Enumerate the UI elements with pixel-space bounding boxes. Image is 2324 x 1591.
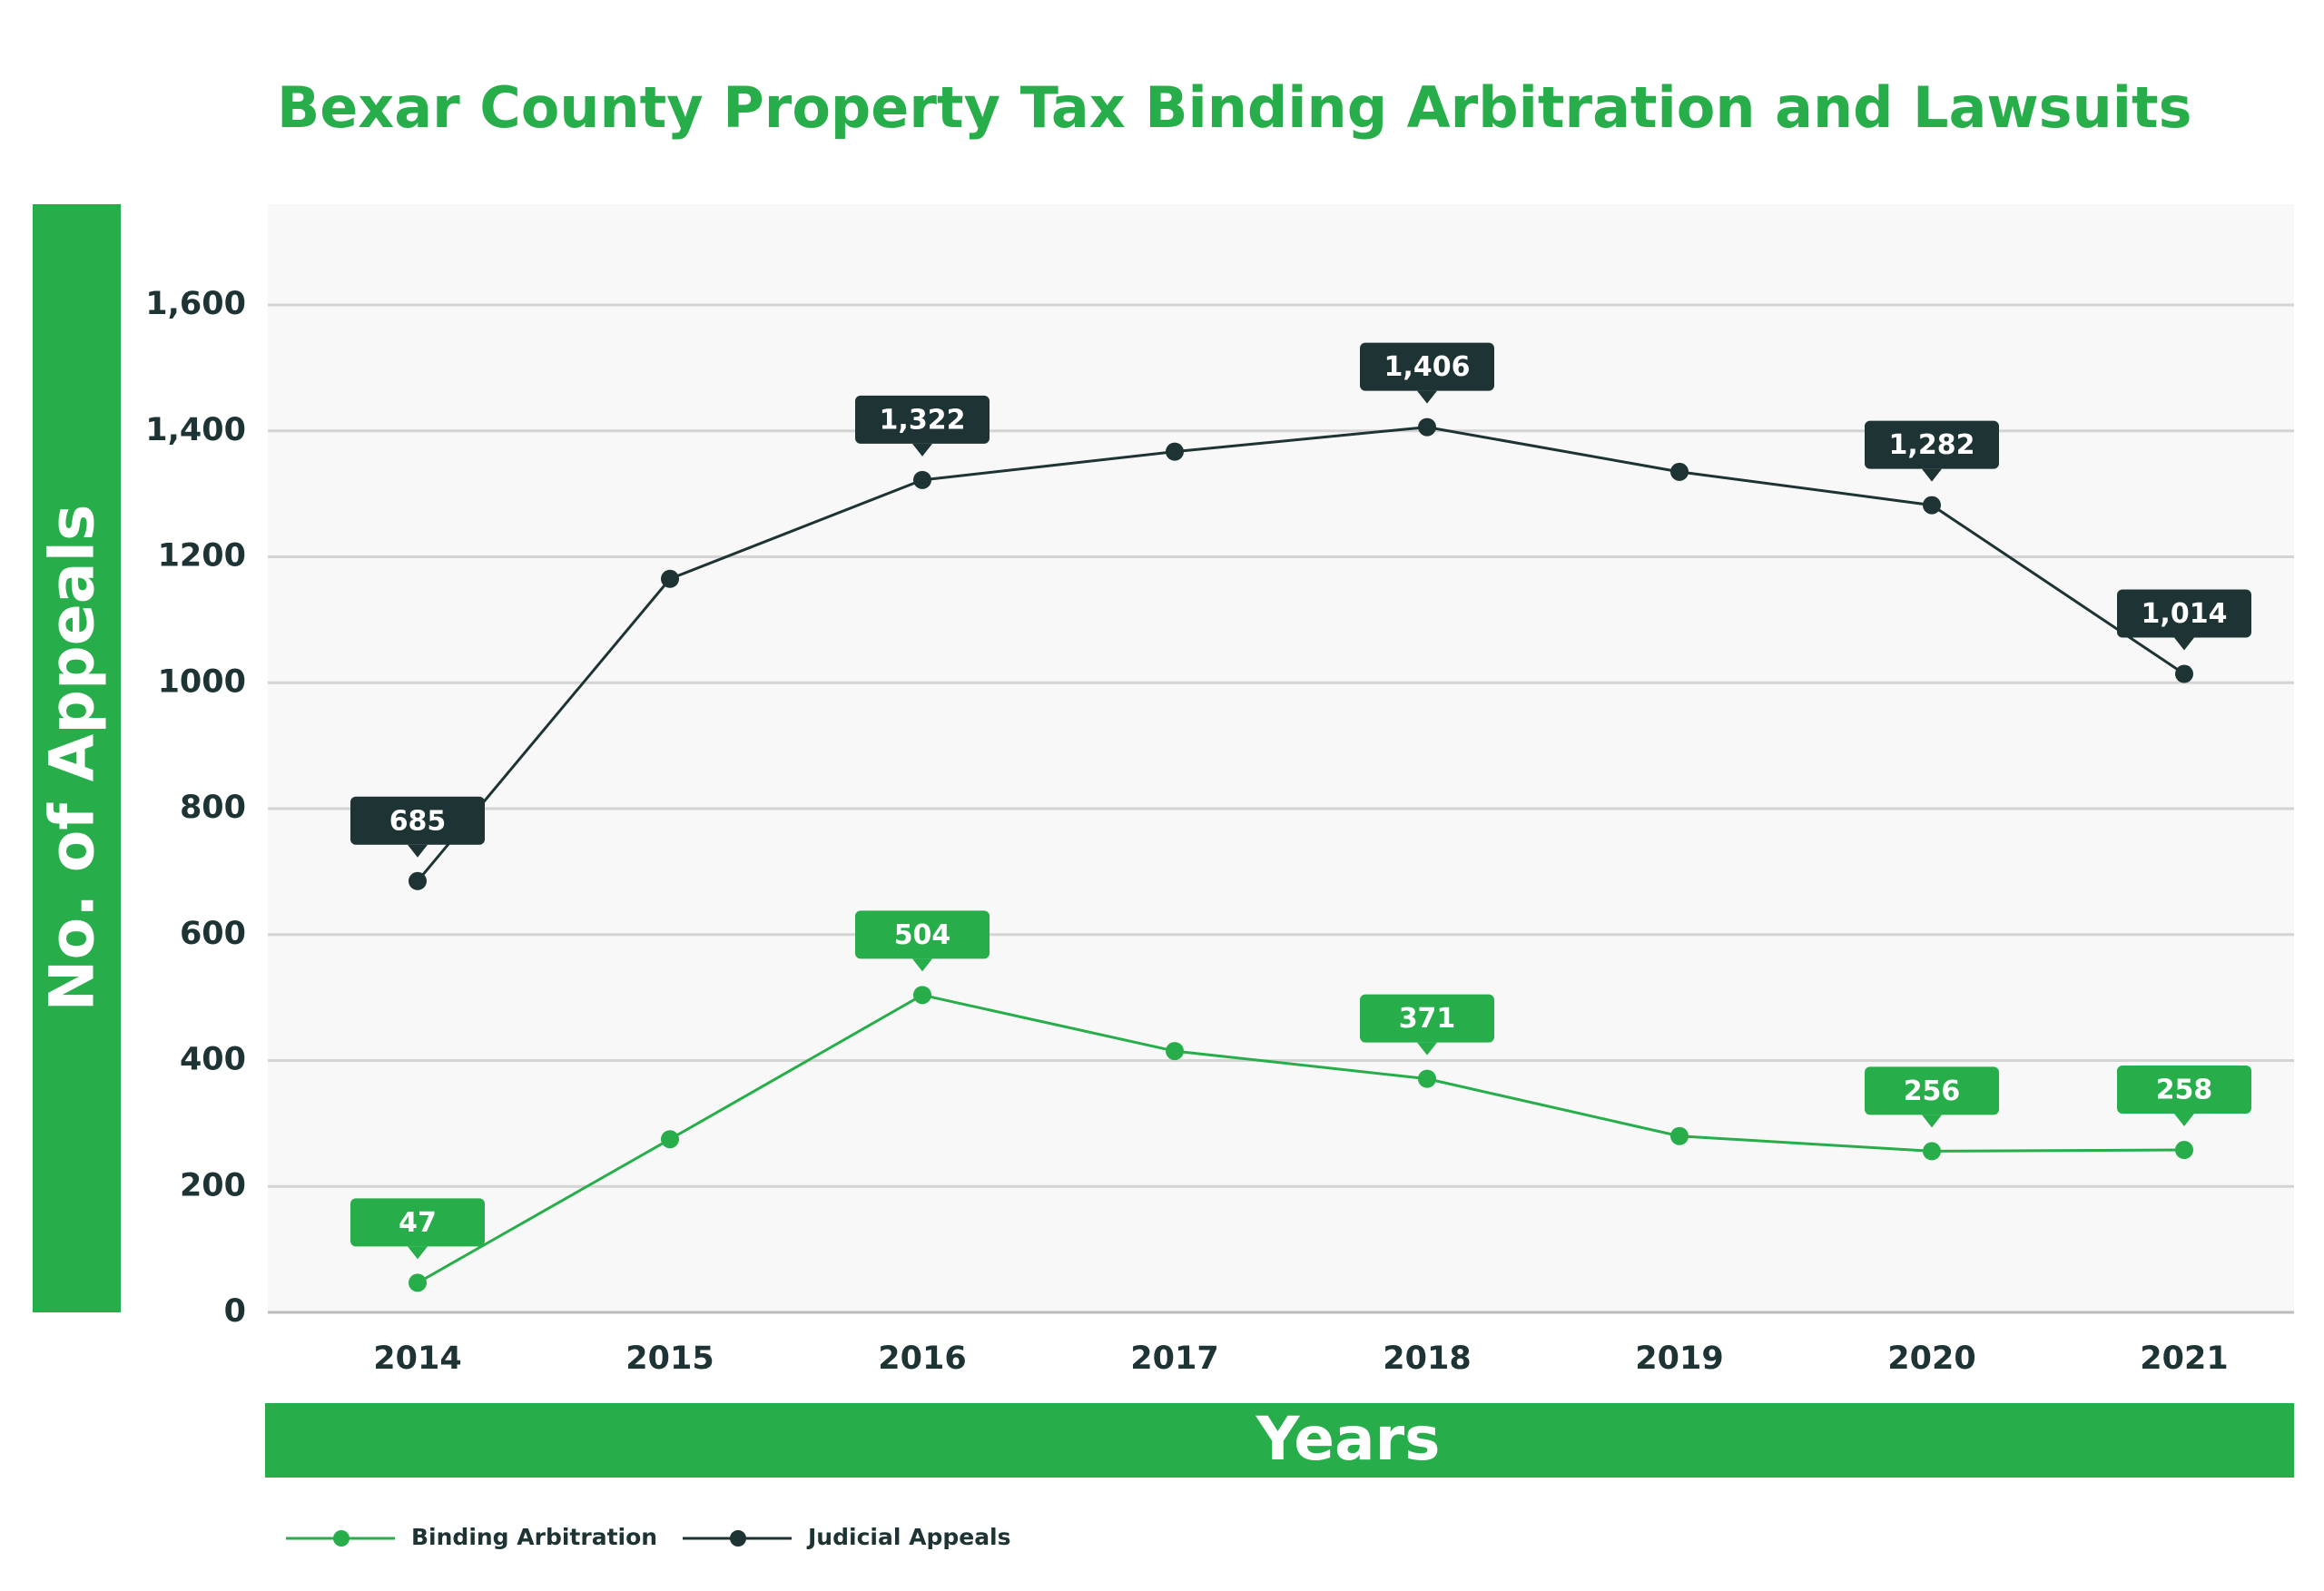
data-point bbox=[661, 1130, 679, 1149]
y-axis-label: No. of Appeals bbox=[37, 505, 109, 1012]
data-point bbox=[1923, 496, 1941, 515]
x-tick-label: 2017 bbox=[1130, 1341, 1218, 1377]
data-label: 1,322 bbox=[880, 404, 966, 436]
callout-pointer bbox=[1417, 1042, 1437, 1056]
callout-box bbox=[855, 910, 990, 959]
callout-box bbox=[1360, 994, 1494, 1043]
y-tick-label: 1,400 bbox=[145, 412, 246, 448]
series-line bbox=[416, 426, 2185, 882]
callout-pointer bbox=[2174, 637, 2194, 651]
x-tick-label: 2018 bbox=[1383, 1341, 1471, 1377]
x-tick-label: 2016 bbox=[878, 1341, 966, 1377]
callout-pointer bbox=[912, 958, 932, 972]
y-label-bar bbox=[33, 204, 121, 1312]
x-tick-label: 2019 bbox=[1635, 1341, 1723, 1377]
callout-box bbox=[2117, 1066, 2251, 1115]
data-point bbox=[1670, 1126, 1689, 1145]
y-tick-label: 1000 bbox=[158, 663, 246, 700]
data-label: 258 bbox=[2156, 1075, 2213, 1106]
legend-marker bbox=[333, 1530, 350, 1547]
data-label: 371 bbox=[1399, 1003, 1456, 1035]
callout-box bbox=[350, 1198, 485, 1247]
callout-pointer bbox=[408, 1246, 428, 1260]
data-point bbox=[2175, 1141, 2193, 1160]
legend-label: Judicial Appeals bbox=[806, 1524, 1011, 1550]
data-label: 256 bbox=[1904, 1075, 1961, 1107]
data-label: 1,282 bbox=[1889, 429, 1975, 461]
data-label: 685 bbox=[389, 805, 447, 837]
series-line bbox=[417, 993, 2185, 1284]
data-point bbox=[1923, 1142, 1941, 1161]
callout-pointer bbox=[2174, 1114, 2194, 1127]
y-tick-label: 400 bbox=[180, 1042, 246, 1078]
data-point bbox=[1418, 1069, 1436, 1088]
data-label: 1,014 bbox=[2142, 598, 2228, 630]
data-label: 1,406 bbox=[1384, 351, 1471, 383]
callout-box bbox=[1360, 342, 1494, 391]
data-label: 504 bbox=[894, 919, 951, 951]
callout-box bbox=[2117, 589, 2251, 638]
legend-marker bbox=[730, 1530, 746, 1547]
y-tick-label: 1200 bbox=[158, 538, 246, 575]
x-axis-label: Years bbox=[1256, 1404, 1441, 1474]
data-label: 47 bbox=[399, 1207, 437, 1239]
x-tick-label: 2015 bbox=[625, 1341, 714, 1377]
x-tick-label: 2020 bbox=[1887, 1341, 1975, 1377]
y-tick-label: 0 bbox=[224, 1293, 246, 1330]
legend-label: Binding Arbitration bbox=[411, 1524, 657, 1550]
y-tick-label: 1,600 bbox=[145, 286, 246, 322]
data-point bbox=[661, 569, 679, 588]
data-point bbox=[913, 470, 931, 489]
y-tick-label: 800 bbox=[180, 790, 246, 826]
chart-title: Bexar County Property Tax Binding Arbitr… bbox=[277, 74, 2192, 141]
plot-area bbox=[268, 204, 2294, 1312]
callout-box bbox=[350, 796, 485, 845]
callout-box bbox=[1865, 1066, 1999, 1115]
y-tick-label: 600 bbox=[180, 916, 246, 952]
data-point bbox=[1166, 1042, 1184, 1061]
data-point bbox=[1670, 462, 1689, 481]
data-point bbox=[2175, 664, 2193, 683]
callout-pointer bbox=[912, 443, 932, 457]
x-label-bar bbox=[265, 1403, 2294, 1478]
callout-pointer bbox=[1417, 390, 1437, 404]
data-point bbox=[913, 986, 931, 1005]
x-tick-label: 2021 bbox=[2140, 1341, 2228, 1377]
y-tick-label: 200 bbox=[180, 1167, 246, 1203]
callout-box bbox=[1865, 420, 1999, 469]
data-point bbox=[1166, 442, 1184, 461]
callout-pointer bbox=[1922, 1115, 1942, 1128]
callout-pointer bbox=[1922, 468, 1942, 482]
data-point bbox=[409, 1273, 427, 1292]
callout-pointer bbox=[408, 844, 428, 858]
callout-box bbox=[855, 395, 990, 444]
x-tick-label: 2014 bbox=[373, 1341, 461, 1377]
data-point bbox=[1418, 417, 1436, 437]
data-point bbox=[409, 871, 427, 890]
